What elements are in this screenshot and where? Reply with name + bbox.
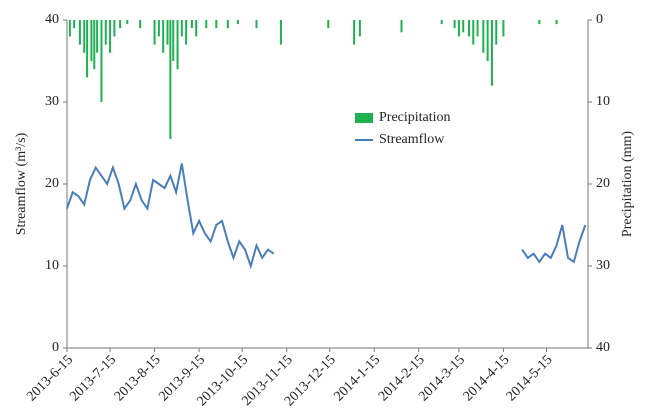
legend-label: Precipitation — [379, 110, 451, 125]
precipitation-bar — [113, 20, 116, 37]
precipitation-bar — [462, 20, 465, 33]
precipitation-bar — [440, 20, 443, 25]
precipitation-bar — [109, 20, 112, 53]
precipitation-bar — [153, 20, 156, 45]
precipitation-bar — [236, 20, 239, 25]
precipitation-bar — [190, 20, 193, 29]
precipitation-bar — [180, 20, 183, 37]
precipitation-bar — [353, 20, 356, 45]
precipitation-bar — [185, 20, 188, 45]
precipitation-bar — [482, 20, 485, 53]
x-tick-label: 2014-5-15 — [504, 352, 556, 404]
y2-tick-label: 40 — [596, 340, 610, 355]
precipitation-bar — [172, 20, 175, 61]
y2-tick-label: 10 — [596, 94, 610, 109]
precipitation-bar — [195, 20, 198, 37]
streamflow-line — [66, 163, 587, 270]
precipitation-bar — [279, 20, 282, 45]
x-tick-label: 2013-6-15 — [24, 352, 76, 404]
precipitation-bar — [490, 20, 493, 86]
precipitation-bar — [205, 20, 208, 29]
precipitation-bar — [400, 20, 403, 33]
precipitation-bar — [472, 20, 475, 45]
x-tick-label: 2014-1-15 — [331, 352, 383, 404]
y-axis-label: Streamflow (m³/s) — [14, 132, 29, 235]
precipitation-bar — [358, 20, 361, 37]
precipitation-bar — [139, 20, 142, 29]
precipitation-bar — [495, 20, 498, 45]
precipitation-bar — [327, 20, 330, 29]
precipitation-bar — [86, 20, 89, 78]
precipitation-bar — [176, 20, 179, 70]
precipitation-bar — [126, 20, 129, 25]
y-tick-label: 30 — [45, 94, 59, 109]
precipitation-bar — [93, 20, 96, 70]
x-tick-label: 2013-8-15 — [112, 352, 164, 404]
legend-swatch — [355, 113, 373, 123]
precipitation-bar — [104, 20, 107, 45]
y2-tick-label: 20 — [596, 176, 610, 191]
y-tick-label: 40 — [45, 12, 59, 27]
precipitation-bar — [162, 20, 165, 53]
precipitation-bar — [486, 20, 489, 61]
precipitation-bar — [119, 20, 122, 29]
x-tick-label: 2013-7-15 — [67, 352, 119, 404]
y2-axis-label: Precipitation (mm) — [620, 131, 635, 237]
precipitation-bar — [226, 20, 229, 29]
precipitation-bar — [169, 20, 172, 139]
precipitation-bar — [457, 20, 460, 37]
legend-label: Streamflow — [379, 132, 445, 147]
precipitation-bar — [83, 20, 86, 53]
precipitation-bar — [78, 20, 81, 45]
precipitation-bar — [467, 20, 470, 37]
y-tick-label: 0 — [52, 340, 59, 355]
precipitation-bar — [68, 20, 71, 37]
precipitation-bar — [215, 20, 218, 29]
precipitation-bar — [166, 20, 169, 45]
x-tick-label: 2014-4-15 — [461, 352, 513, 404]
precipitation-bar — [100, 20, 103, 102]
precipitation-bar — [538, 20, 541, 25]
precipitation-bar — [157, 20, 160, 37]
precipitation-bar — [90, 20, 93, 61]
y-tick-label: 20 — [45, 176, 59, 191]
precipitation-bar — [73, 20, 76, 29]
precipitation-bar — [502, 20, 505, 37]
y2-tick-label: 30 — [596, 258, 610, 273]
y-tick-label: 10 — [45, 258, 59, 273]
precipitation-bar — [453, 20, 456, 29]
precipitation-bar — [255, 20, 258, 29]
precipitation-bar — [476, 20, 479, 37]
precipitation-bar — [555, 20, 558, 25]
y2-tick-label: 0 — [596, 12, 603, 27]
precipitation-bar — [96, 20, 99, 53]
